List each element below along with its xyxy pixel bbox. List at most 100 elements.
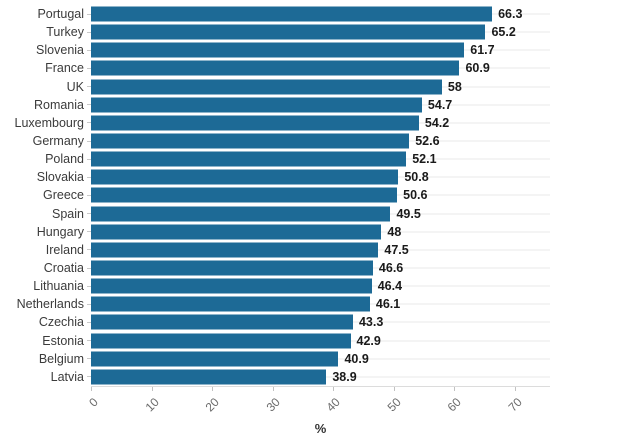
x-tick-mark [212,387,213,391]
value-label: 48 [387,224,402,239]
x-tick-label: 70 [505,395,525,415]
y-tick-mark [87,249,91,251]
bar-row: Greece 50.6 [0,186,640,204]
x-tick-label: 20 [202,395,222,415]
bar [91,369,327,385]
bar-row: Czechia 43.3 [0,313,640,331]
country-label: Estonia [42,333,84,348]
bar [91,97,422,113]
bar [91,260,373,276]
country-label: Lithuania [33,279,84,294]
bar [91,24,486,40]
y-tick-mark [87,13,91,15]
value-label: 65.2 [491,25,516,40]
y-tick-mark [87,376,91,378]
row-panel: 65.2 [91,23,550,41]
y-tick-mark [87,303,91,305]
value-label: 52.1 [412,152,437,167]
country-label: Netherlands [16,297,84,312]
bar [91,278,372,294]
row-panel: 58 [91,78,550,96]
row-panel: 50.6 [91,186,550,204]
row-panel: 43.3 [91,313,550,331]
bar-row: Lithuania 46.4 [0,277,640,295]
y-tick-mark [87,158,91,160]
row-panel: 48 [91,223,550,241]
bar-row: Netherlands 46.1 [0,295,640,313]
x-axis-line [91,386,550,387]
x-tick-mark [454,387,455,391]
x-tick-label: 60 [444,395,464,415]
country-label: UK [66,79,84,94]
x-tick-mark [333,387,334,391]
country-label: Portugal [37,7,84,22]
value-label: 60.9 [465,61,490,76]
value-label: 46.6 [378,261,404,276]
bar-row: Germany 52.6 [0,132,640,150]
x-tick-mark [514,387,516,391]
bar-row: Slovakia 50.8 [0,168,640,186]
row-panel: 50.8 [91,168,550,186]
bar-row: Spain 49.5 [0,205,640,223]
row-panel: 66.3 [91,5,550,23]
country-label: Luxembourg [14,115,85,130]
bar-row: Belgium 40.9 [0,350,640,368]
y-tick-mark [87,194,91,196]
row-panel: 46.4 [91,277,550,295]
bar-row: Luxembourg 54.2 [0,114,640,132]
bar-row: Hungary 48 [0,223,640,241]
bar-row: France 60.9 [0,59,640,77]
value-label: 42.9 [356,333,381,348]
bar-row: Romania 54.7 [0,96,640,114]
value-label: 47.5 [384,242,409,257]
y-tick-mark [87,49,91,51]
bar [91,206,391,222]
value-label: 58 [447,79,462,94]
country-label: Spain [52,206,84,221]
y-tick-mark [87,31,91,33]
row-panel: 61.7 [91,41,550,59]
row-panel: 49.5 [91,205,550,223]
x-tick-label: 10 [142,395,162,415]
bar [91,224,382,240]
y-tick-mark [87,213,91,215]
bar-row: Portugal 66.3 [0,5,640,23]
y-tick-mark [87,67,91,69]
value-label: 50.6 [403,188,428,203]
y-tick-mark [87,104,91,106]
value-label: 50.8 [404,170,429,185]
value-label: 46.1 [375,297,401,312]
value-label: 46.4 [377,279,403,294]
x-tick-mark [91,387,92,391]
bar [91,42,465,58]
bar-row: UK 58 [0,78,640,96]
y-tick-mark [87,86,91,88]
value-label: 43.3 [358,315,384,330]
x-axis-title: % [314,421,327,436]
x-tick-label: 40 [323,395,343,415]
bar-row: Slovenia 61.7 [0,41,640,59]
country-label: Romania [33,97,84,112]
bar [91,351,339,367]
y-tick-mark [87,358,91,360]
bar [91,187,398,203]
bar-row: Estonia 42.9 [0,332,640,350]
y-tick-mark [87,176,91,178]
bar [91,79,442,95]
y-tick-mark [87,231,91,233]
country-label: Slovenia [36,43,84,58]
country-label: Slovakia [36,170,84,185]
bar [91,296,370,312]
country-label: Czechia [38,315,84,330]
value-label: 38.9 [332,369,357,384]
y-tick-mark [87,340,91,342]
bar-row: Latvia 38.9 [0,368,640,386]
x-tick-label: 50 [384,395,404,415]
country-label: Turkey [46,25,84,40]
row-panel: 54.2 [91,114,550,132]
value-label: 66.3 [498,7,523,22]
row-panel: 52.6 [91,132,550,150]
row-panel: 46.6 [91,259,550,277]
y-tick-mark [87,285,91,287]
y-tick-mark [87,321,91,323]
